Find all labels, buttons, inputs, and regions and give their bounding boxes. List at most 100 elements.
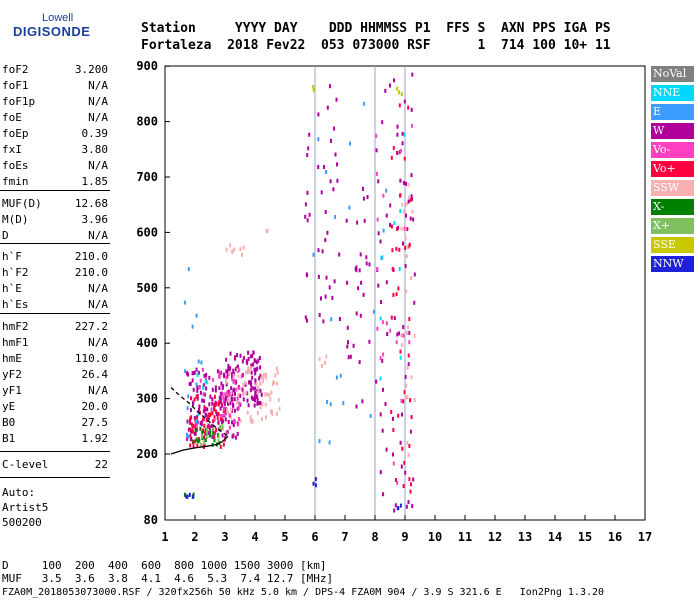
echo-point [406,365,409,370]
echo-point [318,313,321,317]
echo-point [210,423,213,428]
echo-point [385,447,388,452]
echo-point [202,417,204,422]
echo-point [407,453,410,458]
echo-point [359,313,362,318]
param-row: B0 27.5 [2,416,108,432]
echo-point [212,377,215,382]
echo-point [403,226,406,231]
echo-point [213,394,216,399]
param-row: B1 1.92 [2,432,108,448]
y-tick-label: 80 [144,513,158,527]
x-tick-label: 8 [371,530,378,544]
echo-point [219,399,222,404]
echo-point [196,439,199,444]
echo-point [214,430,217,435]
echo-point [228,392,231,397]
echo-point [250,386,253,391]
echo-point [219,413,222,418]
echo-point [227,389,230,394]
echo-point [216,369,219,374]
echo-point [184,369,187,374]
echo-point [386,332,389,336]
legend-entry: SSW [651,180,694,196]
footer-d-line: D 100 200 400 600 800 1000 1500 3000 [km… [2,559,327,572]
echo-point [232,423,235,427]
echo-point [251,375,254,380]
param-name: hmE [2,352,22,365]
echo-point [401,412,403,417]
echo-point [408,340,411,345]
echo-point [254,390,257,395]
echo-point [259,373,262,378]
param-value: N/A [88,79,108,92]
param-row: fxI 3.80 [2,143,108,159]
echo-point [361,399,364,404]
echo-point [230,407,233,412]
echo-point [396,332,399,337]
echo-point [304,315,307,320]
echo-point [402,399,405,404]
echo-point [219,444,222,449]
echo-point [385,280,388,285]
echo-point [208,425,211,430]
echo-point [346,280,349,285]
echo-point [398,90,401,95]
logo-digisonde: DIGISONDE [13,24,91,39]
y-tick-label: 700 [136,170,158,184]
echo-point [407,199,410,204]
echo-point [413,300,416,305]
echo-point [314,477,317,482]
echo-point [269,397,272,402]
echo-point [397,506,400,511]
x-tick-label: 9 [401,530,408,544]
echo-point [375,379,378,384]
echo-point [397,286,400,291]
echo-point [191,494,194,499]
echo-point [232,373,235,378]
echo-point [399,148,402,153]
echo-point [307,146,310,151]
echo-point [221,423,224,428]
echo-point [229,366,232,371]
x-tick-label: 17 [638,530,652,544]
y-tick-label: 300 [136,392,158,406]
echo-point [392,452,394,457]
echo-point [320,363,323,368]
echo-point [261,379,264,384]
echo-point [198,438,201,443]
echo-point [187,427,190,432]
param-row: h`Es N/A [2,298,108,314]
echo-point [220,416,223,421]
echo-point [196,388,199,393]
echo-point [392,292,395,297]
ionogram-chart: 1 2 3 4 5 6 7 8 9 10 11 12 13 14 15 16 17 80200300400500… [136,59,652,544]
echo-point [408,477,411,482]
echo-point [326,399,328,404]
echo-point [402,241,404,246]
echo-point [242,383,245,387]
echo-point [278,406,281,411]
echo-point [385,213,388,218]
auto-label: Auto: [2,486,36,499]
echo-point [212,427,215,432]
echo-point [211,435,214,439]
param-name: h`E [2,282,22,295]
echo-point [253,403,256,408]
param-separator [0,451,110,452]
echo-point [247,368,250,373]
echo-point [236,364,239,369]
echo-point [239,418,242,423]
echo-point [201,398,204,403]
param-row: foEp 0.39 [2,127,108,143]
echo-point [197,370,200,375]
echo-point [236,353,239,358]
echo-point [306,318,308,323]
echo-point [314,483,317,488]
echo-point [196,385,199,390]
echo-point [213,402,216,407]
echo-point [381,428,384,433]
echo-point [379,376,382,381]
echo-point [195,427,198,432]
echo-point [393,316,396,321]
